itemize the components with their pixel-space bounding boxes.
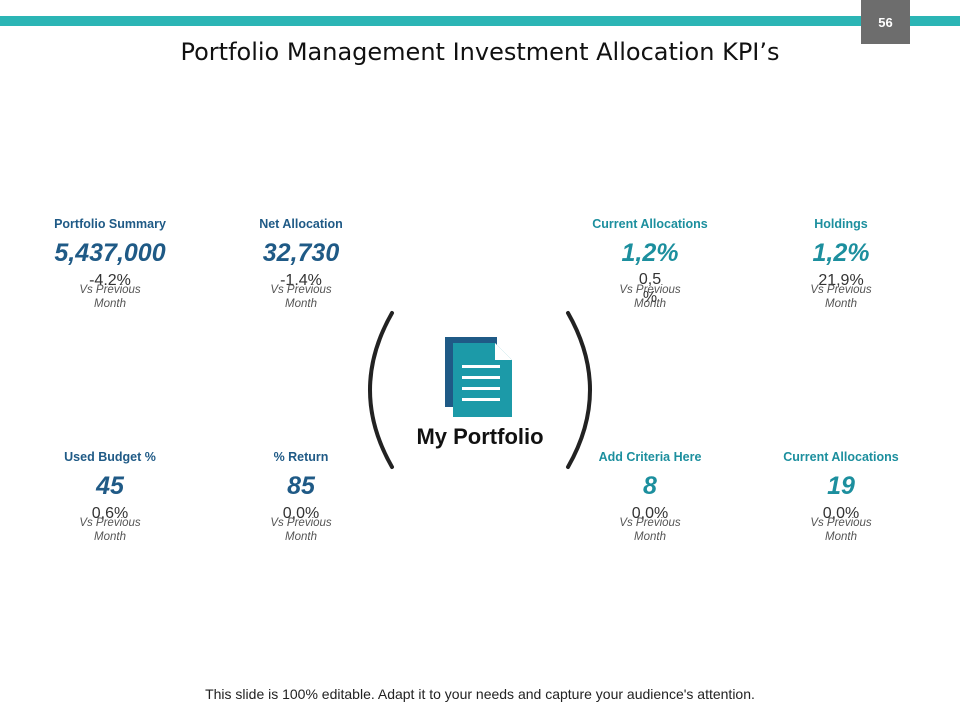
- kpi-current-allocations-2: Current Allocations 19 0,0% Vs Previous …: [751, 449, 931, 544]
- kpi-current-allocations: Current Allocations 1,2% 0,5 % Vs Previo…: [560, 216, 740, 311]
- kpi-note: Vs Previous Month: [79, 517, 141, 543]
- kpi-change: 0,0%: [282, 505, 320, 522]
- page-number-badge: 56: [861, 0, 910, 44]
- kpi-value: 8: [643, 472, 657, 500]
- kpi-value: 45: [96, 472, 124, 500]
- kpi-net-allocation: Net Allocation 32,730 -1.4% Vs Previous …: [211, 216, 391, 311]
- kpi-label: Net Allocation: [259, 217, 343, 231]
- kpi-label: Add Criteria Here: [598, 450, 702, 464]
- kpi-change-text: 0,5 %: [638, 271, 662, 306]
- center-graphic: [368, 311, 592, 469]
- kpi-value: 1,2%: [812, 239, 870, 267]
- left-bracket: [368, 311, 394, 469]
- kpi-used-budget: Used Budget % 45 0,6% Vs Previous Month: [20, 449, 200, 544]
- kpi-note: Vs Previous Month: [810, 284, 872, 310]
- kpi-note: Vs Previous Month: [619, 284, 681, 310]
- kpi-value: 32,730: [262, 239, 340, 267]
- kpi-label: Current Allocations: [783, 450, 899, 464]
- kpi-return: % Return 85 0,0% Vs Previous Month: [211, 449, 391, 544]
- kpi-change: -4.2%: [89, 272, 131, 289]
- top-accent-bar: [0, 16, 960, 26]
- kpi-change: -1.4%: [280, 272, 322, 289]
- kpi-label: Current Allocations: [592, 217, 708, 231]
- kpi-label: % Return: [273, 450, 329, 464]
- kpi-label: Used Budget %: [64, 450, 156, 464]
- kpi-value: 19: [827, 472, 855, 500]
- kpi-value: 5,437,000: [54, 239, 166, 267]
- kpi-change: 0,5 %: [560, 271, 740, 306]
- kpi-change: 0,0%: [822, 505, 860, 522]
- kpi-holdings: Holdings 1,2% 21,9% Vs Previous Month: [751, 216, 931, 311]
- document-icon: [445, 337, 512, 417]
- kpi-value: 1,2%: [621, 239, 679, 267]
- center-label: My Portfolio: [416, 424, 544, 449]
- kpi-note: Vs Previous Month: [270, 517, 332, 543]
- kpi-change: 0,6%: [91, 505, 129, 522]
- kpi-portfolio-summary: Portfolio Summary 5,437,000 -4.2% Vs Pre…: [20, 216, 200, 311]
- right-bracket: [566, 311, 592, 469]
- kpi-note: Vs Previous Month: [270, 284, 332, 310]
- kpi-change: 0,0%: [631, 505, 669, 522]
- footer-note: This slide is 100% editable. Adapt it to…: [205, 686, 755, 702]
- slide-title: Portfolio Management Investment Allocati…: [180, 38, 780, 66]
- kpi-change: 21,9%: [818, 272, 864, 289]
- kpi-add-criteria: Add Criteria Here 8 0,0% Vs Previous Mon…: [560, 449, 740, 544]
- kpi-note: Vs Previous Month: [810, 517, 872, 543]
- kpi-label: Holdings: [814, 217, 868, 231]
- kpi-label: Portfolio Summary: [54, 217, 166, 231]
- kpi-value: 85: [287, 472, 315, 500]
- kpi-note: Vs Previous Month: [619, 517, 681, 543]
- kpi-note: Vs Previous Month: [79, 284, 141, 310]
